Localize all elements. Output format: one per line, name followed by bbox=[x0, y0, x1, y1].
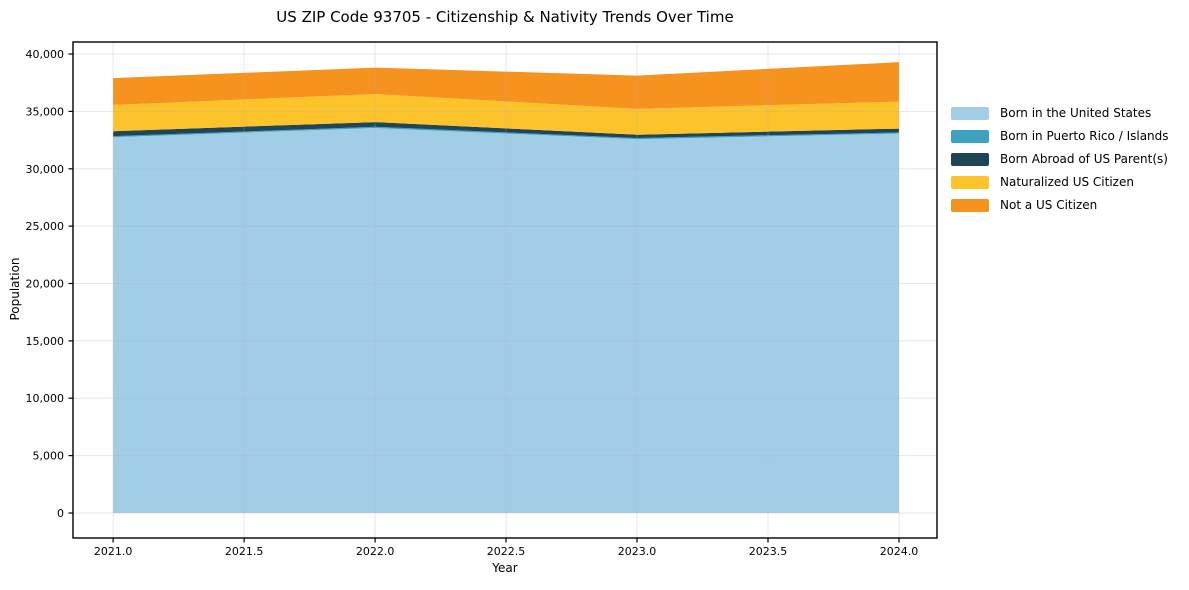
legend-label: Born in Puerto Rico / Islands bbox=[1000, 129, 1169, 143]
legend-item: Born in Puerto Rico / Islands bbox=[951, 130, 1169, 143]
area-layer bbox=[113, 128, 900, 513]
x-tick-label: 2024.0 bbox=[880, 545, 919, 558]
legend-label: Born Abroad of US Parent(s) bbox=[1000, 152, 1168, 166]
y-tick-label: 25,000 bbox=[26, 220, 65, 233]
x-tick-label: 2022.5 bbox=[487, 545, 526, 558]
legend-swatch bbox=[951, 176, 989, 189]
x-axis-label: Year bbox=[492, 561, 518, 575]
area-layer bbox=[113, 122, 900, 138]
x-tick-label: 2021.0 bbox=[94, 545, 133, 558]
legend-label: Not a US Citizen bbox=[1000, 198, 1098, 212]
x-tick-label: 2023.0 bbox=[618, 545, 657, 558]
y-tick-label: 35,000 bbox=[26, 105, 65, 118]
y-tick-label: 30,000 bbox=[26, 163, 65, 176]
legend-label: Born in the United States bbox=[1000, 106, 1152, 120]
area-layer bbox=[113, 126, 900, 140]
y-tick-label: 0 bbox=[57, 507, 64, 520]
legend-label: Naturalized US Citizen bbox=[1000, 175, 1134, 189]
plot-border bbox=[72, 41, 938, 539]
legend-swatch bbox=[951, 153, 989, 166]
legend-swatch bbox=[951, 130, 989, 143]
legend-item: Naturalized US Citizen bbox=[951, 176, 1169, 189]
legend-item: Born in the United States bbox=[951, 107, 1169, 120]
y-tick-label: 15,000 bbox=[26, 335, 65, 348]
legend-item: Born Abroad of US Parent(s) bbox=[951, 153, 1169, 166]
y-axis-label: Population bbox=[8, 257, 22, 321]
x-tick-label: 2023.5 bbox=[749, 545, 788, 558]
chart-title: US ZIP Code 93705 - Citizenship & Nativi… bbox=[276, 8, 734, 26]
legend: Born in the United States Born in Puerto … bbox=[951, 107, 1169, 212]
y-tick-label: 40,000 bbox=[26, 48, 65, 61]
legend-swatch bbox=[951, 107, 989, 120]
legend-item: Not a US Citizen bbox=[951, 199, 1169, 212]
y-tick-label: 20,000 bbox=[26, 278, 65, 291]
area-layer bbox=[113, 94, 900, 135]
x-tick-label: 2022.0 bbox=[356, 545, 395, 558]
legend-swatch bbox=[951, 199, 989, 212]
area-layer bbox=[113, 62, 900, 109]
y-tick-label: 10,000 bbox=[26, 392, 65, 405]
y-tick-label: 5,000 bbox=[33, 450, 65, 463]
x-tick-label: 2021.5 bbox=[225, 545, 264, 558]
